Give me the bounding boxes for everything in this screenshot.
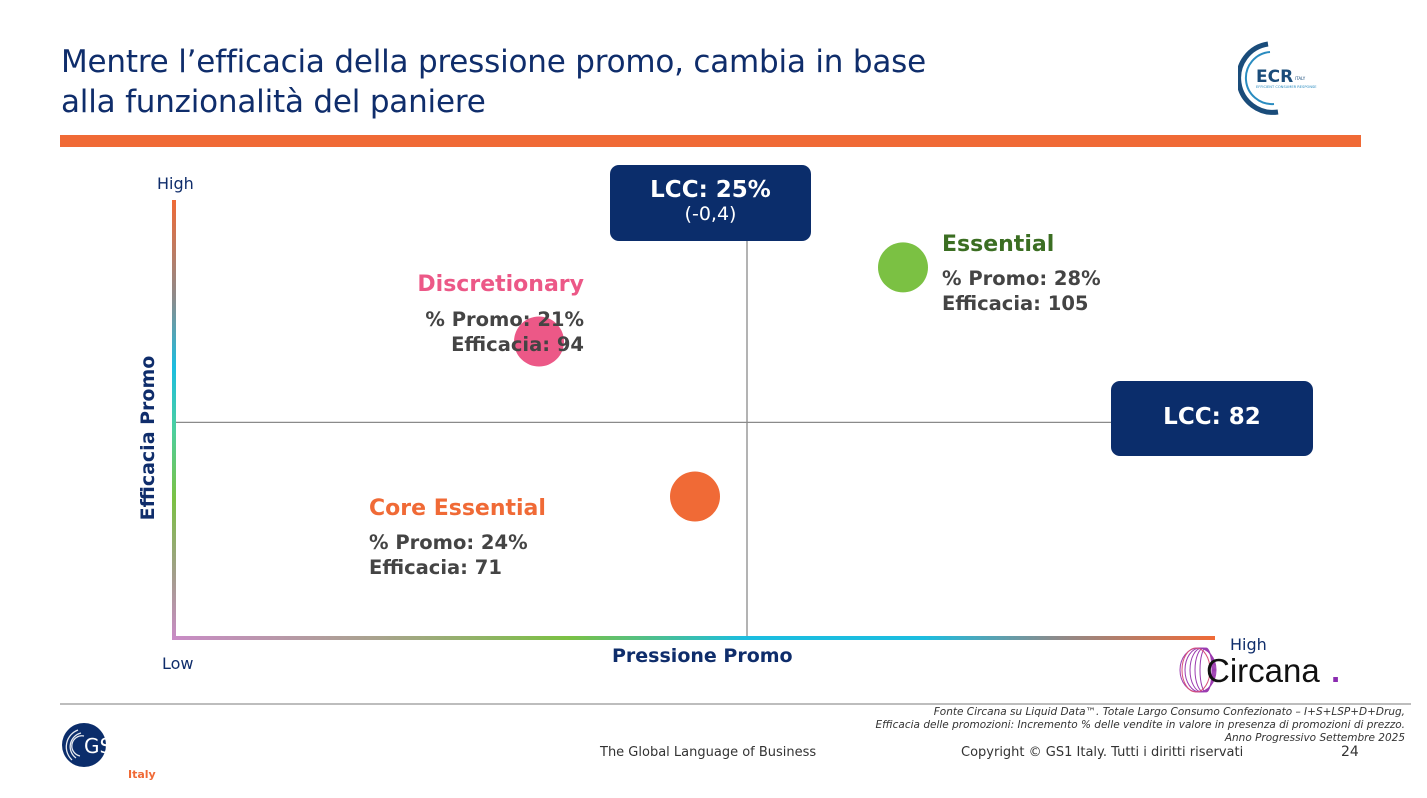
ecr-logo-subtitle: EFFICIENT CONSUMER RESPONSE (1256, 85, 1317, 89)
source-line-2: Efficacia delle promozioni: Incremento %… (875, 719, 1405, 731)
y-axis-title: Efficacia Promo (137, 355, 159, 521)
label-core-essential-efficacia: Efficacia: 71 (369, 556, 502, 579)
title-accent-bar (60, 135, 1361, 147)
gs1-logo-text: GS1 (84, 734, 125, 758)
label-core-essential-title: Core Essential (369, 496, 546, 521)
x-axis-low-label: Low (162, 654, 194, 673)
footer-divider (60, 703, 1411, 705)
slide-title-line-2: alla funzionalità del paniere (61, 84, 486, 120)
label-discretionary-title: Discretionary (417, 272, 584, 297)
label-essential-promo: % Promo: 28% (942, 267, 1101, 290)
gs1-logo-sub: Italy (128, 768, 156, 781)
y-axis-line (172, 200, 176, 640)
page-number: 24 (1341, 744, 1359, 760)
ecr-logo-tag: ITALY (1295, 76, 1306, 81)
label-essential-efficacia: Efficacia: 105 (942, 292, 1089, 315)
point-core-essential (670, 471, 720, 522)
label-essential-title: Essential (942, 232, 1055, 257)
label-core-essential-promo: % Promo: 24% (369, 531, 528, 554)
ecr-logo-icon: ECR ITALY EFFICIENT CONSUMER RESPONSE (1238, 41, 1317, 115)
source-note: Fonte Circana su Liquid Data™. Totale La… (876, 706, 1405, 745)
x-reference-value: LCC: 25% (650, 177, 771, 203)
point-essential (878, 242, 928, 293)
slide-title-line-1: Mentre l’efficacia della pressione promo… (61, 44, 927, 80)
circana-logo-icon (1179, 647, 1217, 693)
y-axis-high-label: High (157, 174, 194, 193)
x-axis-high-label: High (1230, 635, 1267, 654)
x-reference-label: LCC: 25% (-0,4) (610, 165, 811, 241)
footer-copyright: Copyright © GS1 Italy. Tutti i diritti r… (961, 745, 1244, 760)
footer-tagline: The Global Language of Business (600, 745, 817, 760)
label-discretionary-promo: % Promo: 21% (425, 308, 584, 331)
ecr-logo-text: ECR (1256, 67, 1293, 87)
quadrant-chart (172, 200, 1215, 640)
circana-logo: Circana . (1179, 647, 1340, 693)
gs1-logo: GS1 Italy (62, 723, 156, 781)
x-reference-delta: (-0,4) (684, 203, 737, 225)
y-reference-value: LCC: 82 (1163, 404, 1261, 430)
circana-logo-text: Circana (1206, 652, 1320, 689)
slide-title: Mentre l’efficacia della pressione promo… (61, 42, 1161, 122)
source-line-3: Anno Progressivo Settembre 2025 (1224, 732, 1405, 744)
circana-logo-dot: . (1331, 652, 1340, 689)
x-axis-line (172, 636, 1215, 640)
source-line-1: Fonte Circana su Liquid Data™. Totale La… (933, 706, 1405, 718)
x-axis-title: Pressione Promo (612, 645, 793, 667)
label-discretionary-efficacia: Efficacia: 94 (451, 333, 584, 356)
point-discretionary (514, 316, 564, 367)
y-reference-label: LCC: 82 (1111, 381, 1313, 456)
